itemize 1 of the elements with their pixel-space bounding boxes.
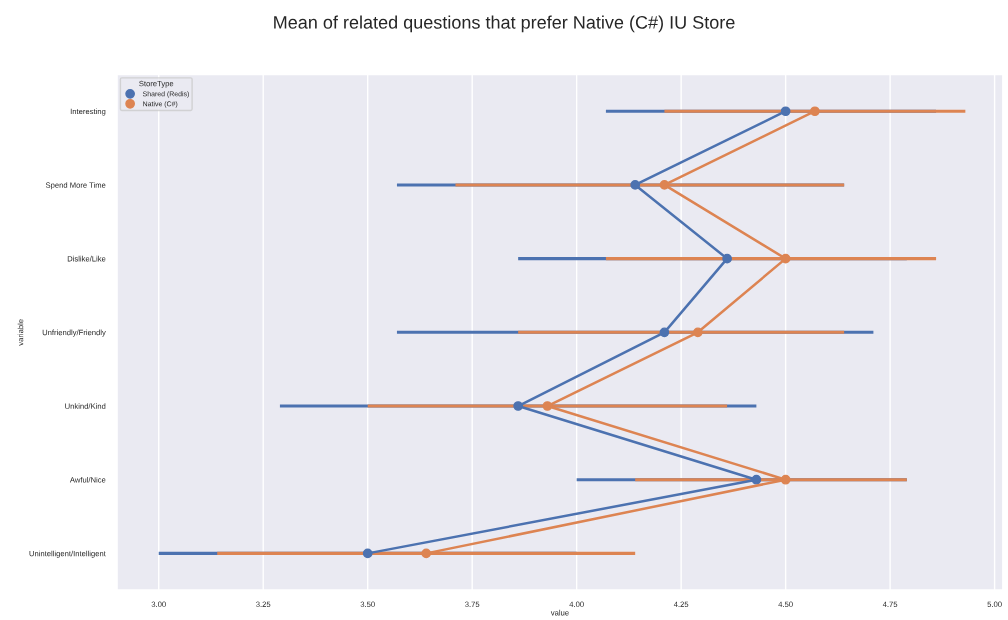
- chart-title: Mean of related questions that prefer Native (C#) IU Store: [274, 15, 735, 33]
